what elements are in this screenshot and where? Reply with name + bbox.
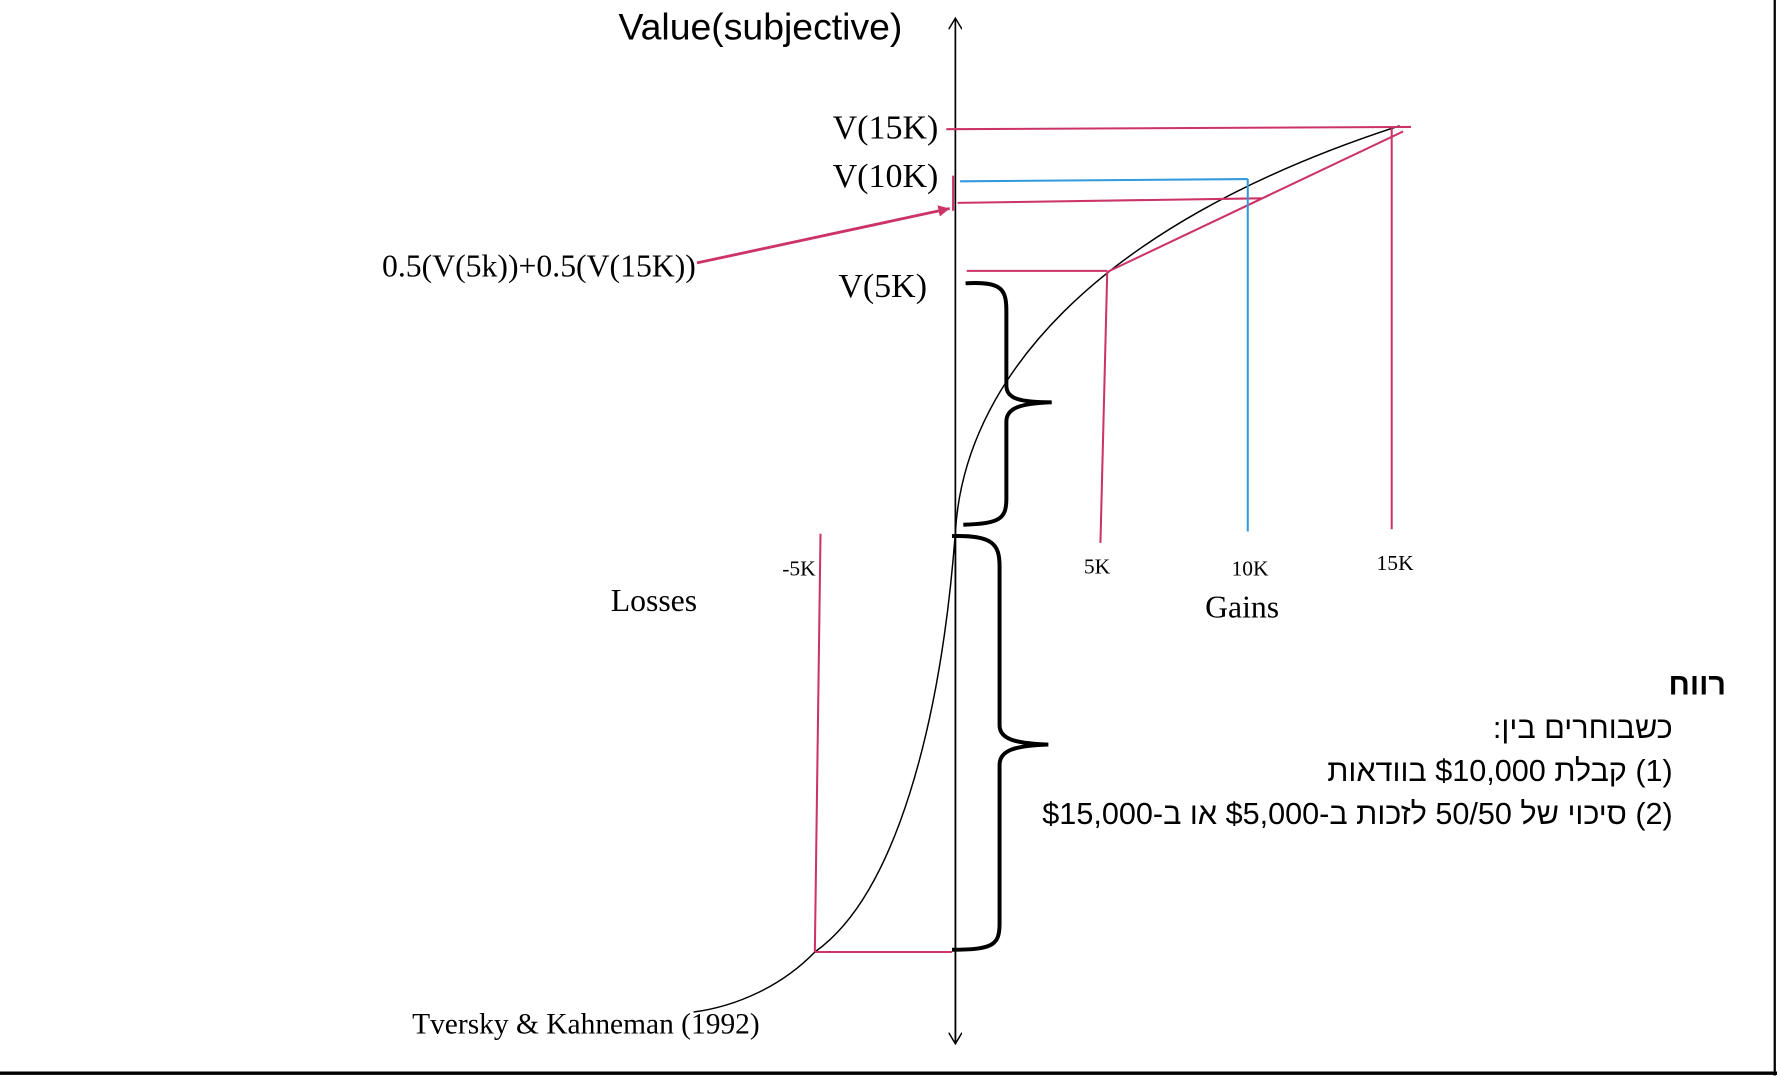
citation: Tversky & Kahneman (1992)	[412, 1009, 760, 1041]
y-axis-label: Value(subjective)	[618, 6, 902, 48]
hebrew-line: כשבוחרים בין:	[1492, 710, 1673, 745]
tick-10k: 10K	[1231, 557, 1269, 581]
losses-brace	[951, 534, 1049, 952]
minus-5k-guide	[813, 533, 822, 952]
expected-value-label: 0.5(V(5k))+0.5(V(15K))	[382, 249, 696, 284]
tick-15k: 15K	[1377, 551, 1415, 575]
tick-minus-5k: -5K	[782, 557, 816, 581]
chord-line	[1106, 130, 1404, 273]
hebrew-line: (2) סיכוי של 50/50 לזכות ב-$5,000 או ב-$…	[1042, 796, 1673, 831]
5k-guide	[1099, 271, 1109, 543]
hebrew-title: רווח	[1668, 667, 1727, 702]
hebrew-line: (1) קבלת $10,000 בוודאות	[1327, 753, 1673, 788]
tick-5k: 5K	[1084, 554, 1111, 578]
gains-curve	[954, 125, 1400, 533]
gains-label: Gains	[1205, 590, 1279, 625]
ev-arrow	[696, 205, 951, 265]
v10k-guide	[959, 178, 1248, 183]
expected-value-guide	[957, 197, 1262, 204]
losses-label: Losses	[611, 583, 697, 618]
v15k-guide	[946, 125, 1411, 131]
tick-v15k: V(15K)	[833, 109, 939, 146]
losses-curve	[693, 532, 957, 1013]
gains-brace	[963, 281, 1052, 527]
hebrew-text-box: רווח כשבוחרים בין: (1) קבלת $10,000 בווד…	[879, 663, 1726, 835]
tick-v5k: V(5K)	[838, 268, 927, 305]
tick-v10k: V(10K)	[833, 158, 939, 195]
